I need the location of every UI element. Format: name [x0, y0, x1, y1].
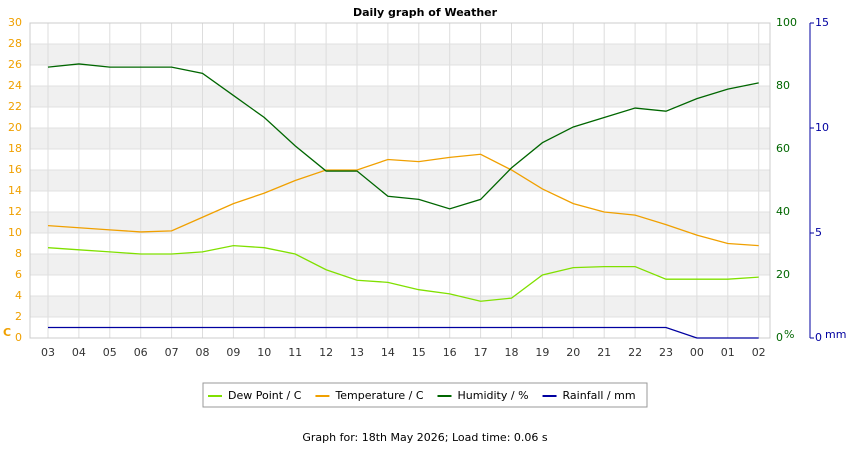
x-tick-label: 13 [350, 346, 364, 359]
y2-tick-label: 0 [776, 331, 783, 344]
x-tick-label: 04 [72, 346, 86, 359]
x-tick-label: 19 [535, 346, 549, 359]
grid-band [30, 86, 770, 107]
x-tick-label: 10 [257, 346, 271, 359]
y-tick-label: 12 [8, 205, 22, 218]
x-tick-label: 06 [134, 346, 148, 359]
series-line [47, 244, 759, 302]
y-tick-label: 0 [15, 331, 22, 344]
y-tick-label: 10 [8, 226, 22, 239]
grid-band [30, 212, 770, 233]
x-tick-label: 22 [628, 346, 642, 359]
plot-frame [29, 22, 771, 339]
series-line [47, 153, 759, 247]
x-tick-label: 08 [196, 346, 210, 359]
x-tick-label: 17 [474, 346, 488, 359]
chart-title: Daily graph of Weather [353, 6, 498, 19]
y-tick-label: 4 [15, 289, 22, 302]
x-tick-label: 01 [721, 346, 735, 359]
y-tick-label: 24 [8, 79, 22, 92]
y3-tick-label: 10 [815, 121, 829, 134]
y2-tick-label: 60 [776, 142, 790, 155]
legend-label: Temperature / C [334, 389, 423, 402]
y2-tick-label: 20 [776, 268, 790, 281]
legend-label: Rainfall / mm [563, 389, 636, 402]
legend-box [202, 382, 648, 408]
y3-tick-label: 15 [815, 16, 829, 29]
x-tick-label: 21 [597, 346, 611, 359]
y-tick-label: 20 [8, 121, 22, 134]
series-line [47, 63, 759, 210]
grid-band [30, 44, 770, 65]
y-tick-label: 18 [8, 142, 22, 155]
y-tick-label: 8 [15, 247, 22, 260]
y-axis-label: C [3, 326, 11, 339]
legend-label: Dew Point / C [228, 389, 302, 402]
x-tick-label: 07 [165, 346, 179, 359]
y-tick-label: 28 [8, 37, 22, 50]
y3-tick-label: 5 [815, 226, 822, 239]
y2-tick-label: 100 [776, 16, 797, 29]
grid-band [30, 170, 770, 191]
y2-tick-label: 80 [776, 79, 790, 92]
x-tick-label: 05 [103, 346, 117, 359]
x-tick-label: 00 [690, 346, 704, 359]
footer: Graph for: 18th May 2026; Load time: 0.0… [302, 431, 548, 444]
legend-label: Humidity / % [458, 389, 529, 402]
x-tick-label: 14 [381, 346, 395, 359]
grid-band [30, 254, 770, 275]
grid-band [30, 128, 770, 149]
y3-tick-label: 0 [815, 331, 822, 344]
y-tick-label: 22 [8, 100, 22, 113]
x-tick-label: 23 [659, 346, 673, 359]
y2-axis-label: % [784, 328, 794, 341]
x-tick-label: 02 [752, 346, 766, 359]
y-tick-label: 30 [8, 16, 22, 29]
y-tick-label: 6 [15, 268, 22, 281]
y2-tick-label: 40 [776, 205, 790, 218]
x-tick-label: 09 [226, 346, 240, 359]
y-tick-label: 16 [8, 163, 22, 176]
series-line [48, 326, 759, 339]
y3-axis-label: mm [825, 328, 846, 341]
x-tick-label: 16 [443, 346, 457, 359]
x-tick-label: 12 [319, 346, 333, 359]
y-tick-label: 14 [8, 184, 22, 197]
x-tick-label: 20 [566, 346, 580, 359]
x-tick-label: 18 [505, 346, 519, 359]
grid-band [30, 296, 770, 317]
x-tick-label: 03 [41, 346, 55, 359]
y-tick-label: 26 [8, 58, 22, 71]
x-tick-label: 15 [412, 346, 426, 359]
y-tick-label: 2 [15, 310, 22, 323]
x-tick-label: 11 [288, 346, 302, 359]
